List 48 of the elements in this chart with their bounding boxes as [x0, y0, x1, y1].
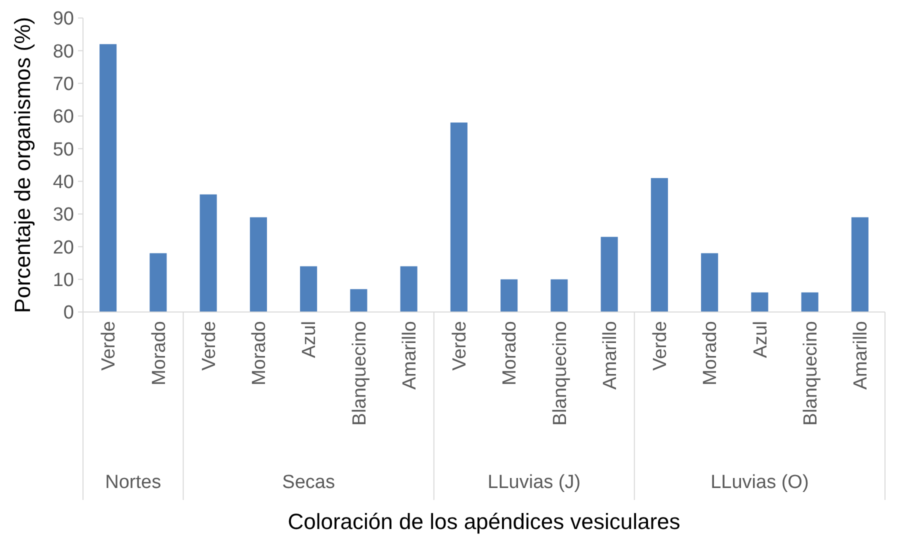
y-tick-label: 60 [52, 106, 74, 128]
bar [250, 217, 267, 312]
x-tick-label: Azul [299, 321, 320, 358]
y-tick-label: 80 [52, 41, 74, 62]
bar [500, 279, 518, 312]
x-tick-label: Verde [450, 321, 471, 371]
bar [450, 122, 468, 312]
x-tick-label: Morado [700, 321, 722, 386]
y-tick-label: 70 [52, 74, 74, 95]
x-tick-label: Verde [198, 321, 220, 371]
y-tick-label: 40 [52, 172, 74, 193]
text: Nortes [105, 472, 162, 493]
x-tick-label: Azul [750, 321, 772, 358]
x-tick-label: Morado [249, 321, 270, 386]
bar [701, 253, 718, 312]
bar [150, 253, 167, 312]
bar [400, 266, 418, 312]
text: LLuvias (O) [710, 472, 809, 493]
bar [100, 44, 117, 312]
x-tick-label: Amarillo [600, 321, 621, 390]
y-axis-title: Porcentaje de organismos (%) [10, 17, 35, 313]
x-tick-label: Amarillo [399, 321, 420, 390]
bar [350, 289, 368, 312]
bar [851, 217, 868, 312]
y-tick-label: 90 [52, 8, 74, 30]
text: Secas [282, 472, 335, 493]
x-tick-label: Verde [650, 321, 672, 371]
bar [300, 266, 318, 312]
x-tick-label: Verde [98, 321, 120, 371]
x-axis-title: Coloración de los apéndices vesiculares [288, 509, 680, 534]
bar [550, 279, 568, 312]
bar [801, 292, 818, 312]
x-tick-label: Blanquecino [800, 321, 822, 426]
y-tick-label: 0 [63, 302, 74, 324]
x-tick-label: Amarillo [850, 321, 872, 390]
text: LLuvias (J) [488, 472, 581, 493]
x-tick-label: Morado [148, 321, 170, 386]
bar [751, 292, 768, 312]
bar [600, 236, 618, 312]
bar [650, 178, 668, 312]
y-tick-label: 30 [52, 204, 74, 226]
x-tick-label: Blanquecino [550, 321, 571, 426]
y-tick-label: 50 [52, 139, 74, 160]
x-tick-label: Morado [500, 321, 521, 386]
x-tick-label: Blanquecino [349, 321, 370, 426]
y-tick-label: 10 [52, 270, 74, 291]
bar [200, 194, 217, 312]
y-tick-label: 20 [52, 237, 74, 258]
